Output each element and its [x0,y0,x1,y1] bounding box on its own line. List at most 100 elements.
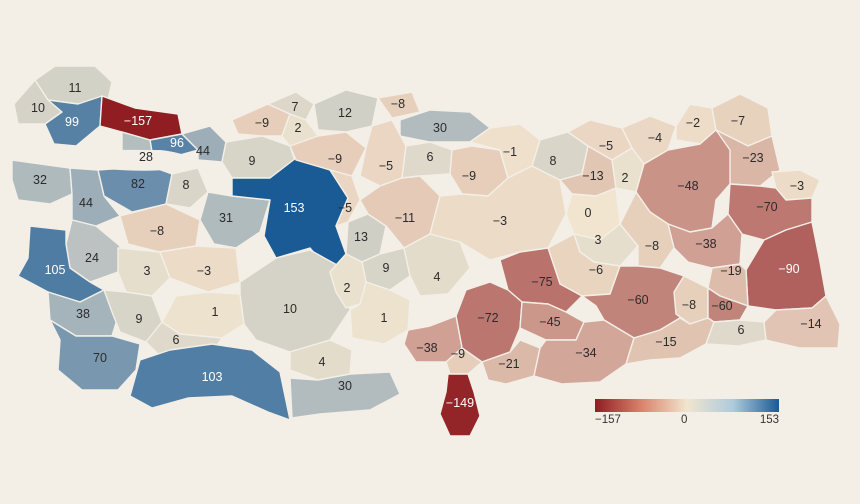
province-value-label: 12 [338,106,352,120]
province-value-label: −5 [379,159,393,173]
province-value-label: 2 [622,171,629,185]
province-value-label: −38 [695,237,716,251]
province-value-label: 3 [144,264,151,278]
province-value-label: 82 [131,177,145,191]
province-region-p33[interactable] [377,91,421,119]
province-region-p72[interactable] [403,315,463,363]
province-value-label: −8 [391,97,405,111]
province-value-label: −3 [197,264,211,278]
province-region-p23[interactable] [239,249,351,353]
province-value-label: 9 [249,154,256,168]
province-value-label: −75 [531,275,552,289]
province-value-label: 31 [219,211,233,225]
province-value-label: 2 [344,281,351,295]
province-region-p78[interactable] [763,295,841,349]
province-value-label: 8 [183,178,190,192]
province-region-p13[interactable] [199,191,271,249]
province-value-label: −2 [686,116,700,130]
province-value-label: −90 [778,262,799,276]
province-value-label: −15 [655,335,676,349]
province-value-label: −34 [575,346,596,360]
province-value-label: 7 [292,100,299,114]
province-region-p08[interactable] [11,159,73,205]
province-value-label: −149 [446,396,474,410]
province-value-label: −8 [150,224,164,238]
province-value-label: 32 [33,173,47,187]
province-region-p10[interactable] [165,167,209,209]
province-region-p63[interactable] [619,191,675,269]
province-value-label: 2 [295,121,302,135]
province-region-p37[interactable] [359,119,407,187]
color-scale-legend: −157 0 153 [595,399,779,428]
province-regions [11,65,841,437]
province-value-label: −14 [800,317,821,331]
province-value-label: 8 [550,154,557,168]
province-region-p03[interactable] [44,95,103,147]
province-region-p77[interactable] [705,319,767,347]
province-value-label: −72 [477,311,498,325]
province-value-label: −9 [451,347,465,361]
province-value-label: −23 [742,151,763,165]
legend-zero-label: 0 [681,414,688,426]
province-value-label: −45 [539,315,560,329]
legend-min-label: −157 [595,414,621,426]
province-value-label: −6 [589,263,603,277]
province-value-label: 1 [381,311,388,325]
province-value-label: 4 [319,355,326,369]
province-value-label: −60 [627,293,648,307]
province-value-label: −19 [720,264,741,278]
province-value-label: −3 [790,179,804,193]
province-value-label: 0 [585,206,592,220]
province-region-p11[interactable] [69,167,121,227]
province-region-p30[interactable] [267,91,315,121]
province-value-label: −8 [645,239,659,253]
province-value-label: 70 [93,351,107,365]
province-value-label: −60 [711,299,732,313]
province-value-label: 44 [79,196,93,210]
province-value-label: −70 [756,200,777,214]
province-region-p73[interactable] [445,347,483,375]
province-value-label: 105 [45,263,66,277]
province-region-p28[interactable] [289,371,401,419]
province-region-p26[interactable] [129,343,291,421]
province-region-p35[interactable] [289,131,367,177]
province-value-label: −9 [255,116,269,130]
province-value-label: 9 [383,261,390,275]
sea-overlays [55,149,200,171]
province-region-p44[interactable] [403,233,471,297]
province-value-label: 9 [136,312,143,326]
province-value-label: −5 [599,139,613,153]
province-value-label: 1 [212,305,219,319]
province-value-label: 10 [283,302,297,316]
province-value-label: −9 [462,169,476,183]
province-value-label: 6 [173,333,180,347]
province-value-label: 44 [196,144,210,158]
province-region-p62[interactable] [667,213,743,269]
province-value-label: −38 [416,341,437,355]
province-value-label: 28 [139,150,153,164]
province-value-label: −48 [677,179,698,193]
legend-max-label: 153 [759,414,779,426]
province-value-label: −11 [395,211,415,225]
province-region-p25[interactable] [49,319,141,391]
province-value-label: −21 [498,357,519,371]
province-region-p79[interactable] [439,373,481,437]
province-value-label: −1 [503,145,517,159]
province-value-label: −4 [648,131,662,145]
province-value-label: 3 [595,233,602,247]
province-value-label: −157 [124,114,152,128]
province-value-label: 99 [65,115,79,129]
province-value-label: −3 [493,214,507,228]
sea-of-marmara [55,149,200,171]
province-value-label: 6 [738,323,745,337]
province-value-label: 30 [433,121,447,135]
province-value-label: −7 [731,114,745,128]
province-value-label: 153 [284,201,305,215]
legend-ticks: −157 0 153 [595,412,779,428]
province-value-label: 24 [85,251,99,265]
province-value-label: 30 [338,379,352,393]
province-value-label: −8 [682,298,696,312]
